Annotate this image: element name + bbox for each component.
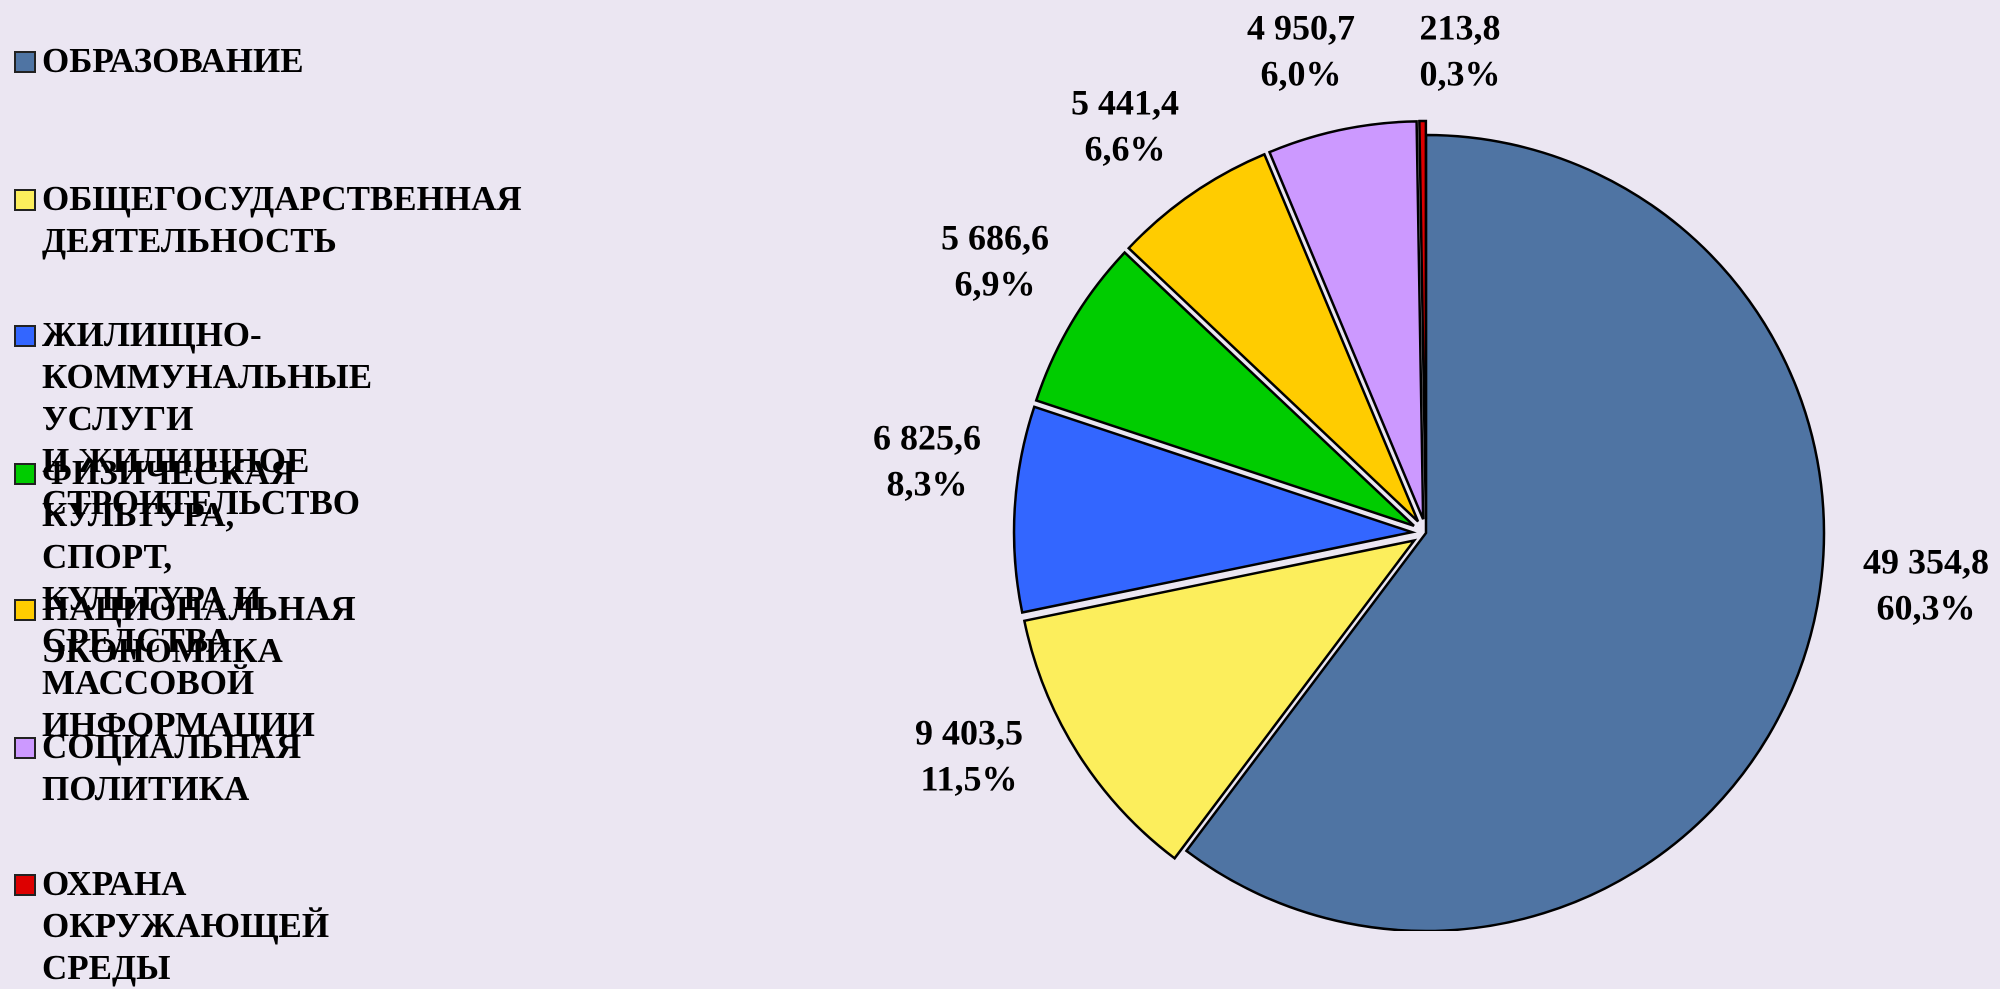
pie-slice xyxy=(1184,133,1826,931)
legend-item: СОЦИАЛЬНАЯ ПОЛИТИКА xyxy=(14,726,301,810)
pie-slice xyxy=(1126,152,1420,523)
percent-label: 6,9% xyxy=(955,263,1036,303)
value-label: 6 825,6 xyxy=(873,417,981,457)
legend-label: НАЦИОНАЛЬНАЯ ЭКОНОМИКА xyxy=(42,589,356,670)
pie-slice xyxy=(1418,119,1428,520)
percent-label: 60,3% xyxy=(1877,587,1976,627)
legend-swatch xyxy=(14,463,36,485)
legend-label: ЖИЛИЩНО-КОММУНАЛЬНЫЕ УСЛУГИ И ЖИЛИЩНОЕ С… xyxy=(42,315,373,522)
percent-label: 11,5% xyxy=(920,758,1017,798)
value-label: 5 686,6 xyxy=(941,217,1049,257)
percent-label: 6,6% xyxy=(1085,128,1166,168)
pie-slice xyxy=(1022,538,1418,861)
value-label: 5 441,4 xyxy=(1071,82,1179,122)
legend-label: ОБЩЕГОСУДАРСТВЕННАЯ ДЕЯТЕЛЬНОСТЬ xyxy=(42,179,522,260)
chart: 49 354,8 60,3% 9 403,5 11,5% 6 825,6 8,3% 5 68… xyxy=(873,7,1989,931)
legend-label: СОЦИАЛЬНАЯ ПОЛИТИКА xyxy=(42,727,302,808)
pie-slice xyxy=(1012,405,1417,615)
legend-label: ФИЗИЧЕСКАЯ КУЛЬТУРА, СПОРТ, КУЛЬТУРА И С… xyxy=(42,453,315,744)
legend-item: ОБЩЕГОСУДАРСТВЕННАЯ ДЕЯТЕЛЬНОСТЬ xyxy=(14,178,522,262)
percent-label: 8,3% xyxy=(887,463,968,503)
legend-item: ОБРАЗОВАНИЕ xyxy=(14,40,304,82)
percent-label: 6,0% xyxy=(1261,53,1342,93)
legend-swatch xyxy=(14,599,36,621)
value-label: 49 354,8 xyxy=(1863,541,1989,581)
value-label: 4 950,7 xyxy=(1247,7,1355,47)
legend-swatch xyxy=(14,51,36,73)
legend-swatch xyxy=(14,874,36,896)
legend-swatch xyxy=(14,737,36,759)
legend-item: ЖИЛИЩНО-КОММУНАЛЬНЫЕ УСЛУГИ И ЖИЛИЩНОЕ С… xyxy=(14,314,372,524)
pie-slice xyxy=(1034,250,1415,528)
page: {"chart_data": {"type": "pie", "categori… xyxy=(14,7,1989,987)
percent-label: 0,3% xyxy=(1420,53,1501,93)
legend-swatch xyxy=(14,189,36,211)
legend-item: ФИЗИЧЕСКАЯ КУЛЬТУРА, СПОРТ, КУЛЬТУРА И С… xyxy=(14,452,315,746)
legend-item: НАЦИОНАЛЬНАЯ ЭКОНОМИКА xyxy=(14,588,356,672)
pie-slice xyxy=(1267,120,1425,520)
value-label: 213,8 xyxy=(1420,7,1501,47)
value-label: 9 403,5 xyxy=(915,712,1023,752)
legend-swatch xyxy=(14,325,36,347)
legend-label: ОБРАЗОВАНИЕ xyxy=(42,41,304,80)
